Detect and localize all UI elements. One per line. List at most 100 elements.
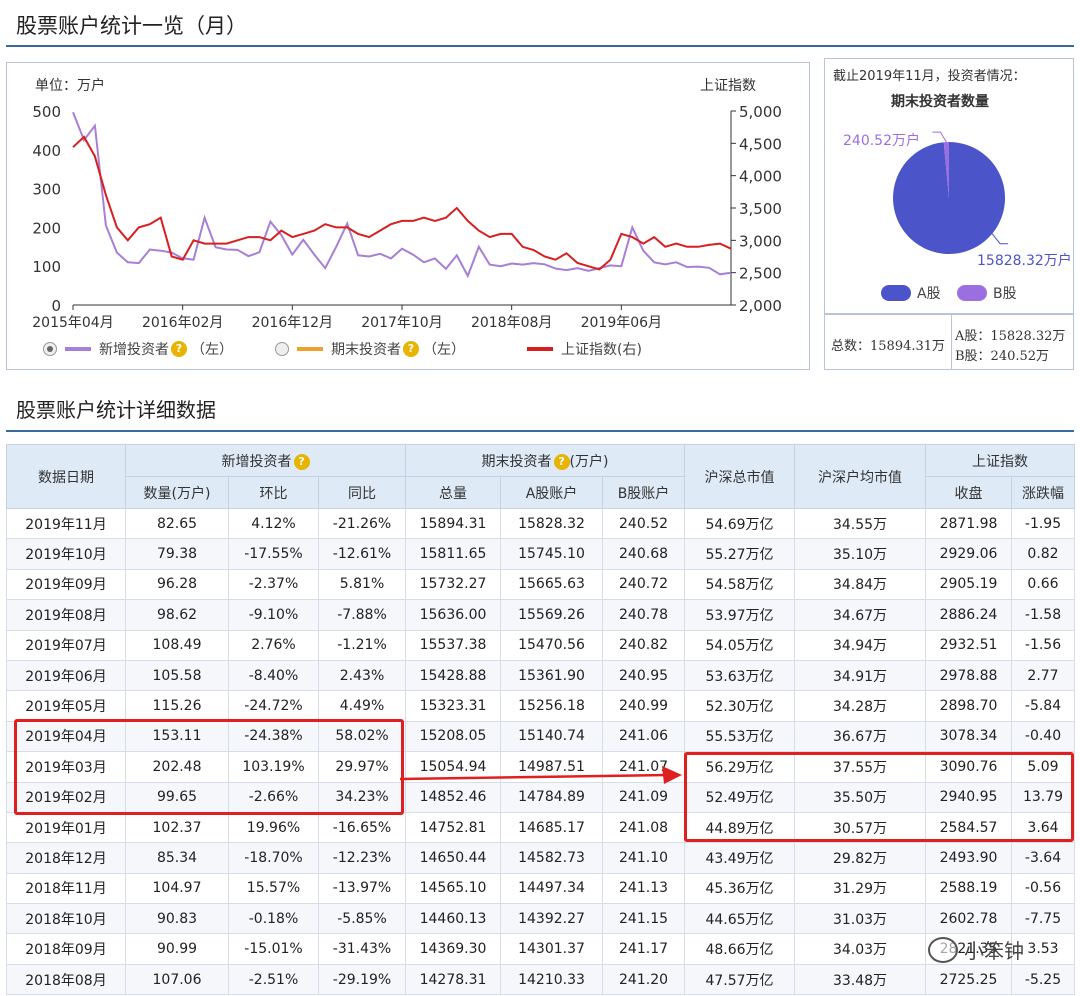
header-date[interactable]: 数据日期	[6, 444, 126, 509]
table-cell: 2018年11月	[6, 872, 126, 905]
table-cell: 29.97%	[317, 751, 407, 783]
table-cell: 35.50万	[794, 781, 927, 813]
legend-end-investors[interactable]: 期末投资者 ? （左）	[275, 339, 465, 359]
b-share-investors: B股：240.52万	[955, 349, 1050, 364]
table-cell: -9.10%	[228, 599, 319, 631]
legend-new-investors[interactable]: 新增投资者 ? （左）	[43, 339, 233, 359]
table-cell: 2978.88	[925, 659, 1013, 692]
table-cell: -0.18%	[228, 903, 319, 935]
table-row: 2019年04月 153.11 -24.38% 58.02% 15208.05 15140…	[6, 720, 1076, 753]
subheader-4[interactable]: A股账户	[500, 476, 604, 509]
table-cell: -13.97%	[317, 872, 407, 905]
legend-suffix: （左）	[423, 342, 465, 358]
table-cell: 2584.57	[925, 811, 1013, 844]
header-market-cap[interactable]: 沪深总市值	[684, 444, 796, 509]
table-cell: -24.72%	[228, 690, 319, 722]
table-row: 2019年10月 79.38 -17.55% -12.61% 15811.65 15745…	[6, 538, 1076, 570]
table-cell: 2019年01月	[6, 811, 126, 844]
pie-slice-b-share[interactable]	[943, 142, 949, 198]
header-end-investors[interactable]: 期末投资者? (万户)	[405, 444, 686, 477]
help-icon[interactable]: ?	[171, 341, 187, 357]
table-cell: 15.57%	[228, 872, 319, 905]
table-cell: 34.28万	[794, 690, 927, 722]
legend-label: B股	[993, 286, 1017, 302]
subheader-5[interactable]: B股账户	[602, 476, 686, 509]
table-cell: 52.30万亿	[684, 690, 796, 722]
help-icon[interactable]: ?	[403, 341, 419, 357]
table-cell: 15140.74	[500, 720, 604, 753]
header-new-investors[interactable]: 新增投资者?	[124, 444, 407, 477]
right-y-tick-label: 4,000	[739, 168, 782, 186]
legend-swatch	[957, 285, 987, 301]
table-cell: 98.62	[125, 599, 229, 631]
watermark: 小笨钟	[928, 935, 1024, 964]
table-cell: 34.55万	[794, 507, 927, 540]
table-cell: 44.89万亿	[684, 811, 796, 844]
table-cell: 2725.25	[925, 963, 1013, 996]
table-cell: 240.72	[602, 568, 686, 601]
table-row: 2018年09月 90.99 -15.01% -31.43% 14369.30 14301…	[6, 933, 1076, 965]
table-cell: -5.25	[1011, 963, 1076, 996]
table-row: 2019年08月 98.62 -9.10% -7.88% 15636.00 15569.2…	[6, 599, 1076, 631]
table-cell: 45.36万亿	[684, 872, 796, 905]
pie-caption: 截止2019年11月，投资者情况：	[833, 69, 1026, 84]
pie-summary-panel: 总数：15894.31万 A股：15828.32万 B股：240.52万	[824, 314, 1074, 370]
pie-legend-b[interactable]: B股	[957, 283, 1017, 303]
pie-legend-a[interactable]: A股	[881, 283, 941, 303]
subheader-3[interactable]: 总量	[405, 476, 502, 509]
right-axis-label: 上证指数	[700, 78, 756, 94]
table-cell: 15811.65	[405, 538, 502, 570]
table-cell: -12.23%	[317, 842, 407, 874]
table-cell: 36.67万	[794, 720, 927, 753]
subheader-0[interactable]: 数量(万户)	[125, 476, 229, 509]
table-cell: -8.40%	[228, 659, 319, 692]
table-cell: 202.48	[125, 751, 229, 783]
subheader-2[interactable]: 同比	[317, 476, 407, 509]
table-cell: 79.38	[125, 538, 229, 570]
table-cell: 14650.44	[405, 842, 502, 874]
summary-divider	[951, 315, 952, 369]
table-cell: -2.37%	[228, 568, 319, 601]
legend-radio-icon[interactable]	[43, 342, 57, 356]
legend-label: 上证指数(右)	[561, 342, 642, 358]
table-cell: 34.94万	[794, 629, 927, 661]
table-cell: -1.21%	[317, 629, 407, 661]
header-avg-cap[interactable]: 沪深户均市值	[794, 444, 927, 509]
table-cell: 3078.34	[925, 720, 1013, 753]
legend-sh-index[interactable]: 上证指数(右)	[527, 339, 642, 359]
table-cell: 34.23%	[317, 781, 407, 813]
help-icon[interactable]: ?	[553, 453, 570, 470]
legend-label: A股	[917, 286, 941, 302]
table-cell: -0.40	[1011, 720, 1076, 753]
table-cell: 2602.78	[925, 903, 1013, 935]
table-cell: 34.84万	[794, 568, 927, 601]
legend-radio-icon[interactable]	[275, 342, 289, 356]
table-row: 2019年03月 202.48 103.19% 29.97% 15054.94 14987…	[6, 751, 1076, 783]
table-cell: 35.10万	[794, 538, 927, 570]
pie-panel: 截止2019年11月，投资者情况： 期末投资者数量 15828.32万户 240.…	[824, 58, 1074, 314]
account-stats-table: 数据日期 新增投资者? 期末投资者? (万户) 沪深总市值 沪深户均市值 上证指数…	[6, 444, 1076, 996]
table-cell: 241.06	[602, 720, 686, 753]
table-cell: 14460.13	[405, 903, 502, 935]
header-sh-index[interactable]: 上证指数	[925, 444, 1076, 477]
table-cell: 31.03万	[794, 903, 927, 935]
subheader-6[interactable]: 收盘	[925, 476, 1013, 509]
table-cell: 2898.70	[925, 690, 1013, 722]
pie-slice-a-share[interactable]	[893, 142, 1006, 254]
table-cell: 56.29万亿	[684, 751, 796, 783]
subheader-1[interactable]: 环比	[228, 476, 319, 509]
table-cell: 48.66万亿	[684, 933, 796, 965]
table-cell: -0.56	[1011, 872, 1076, 905]
table-cell: 240.82	[602, 629, 686, 661]
table-cell: 15208.05	[405, 720, 502, 753]
table-cell: 99.65	[125, 781, 229, 813]
help-icon[interactable]: ?	[293, 453, 310, 470]
subheader-7[interactable]: 涨跌幅	[1011, 476, 1076, 509]
table-cell: 241.17	[602, 933, 686, 965]
table-cell: 240.68	[602, 538, 686, 570]
table-cell: 2019年11月	[6, 507, 126, 540]
overview-title: 股票账户统计一览（月）	[16, 14, 247, 38]
table-cell: 241.13	[602, 872, 686, 905]
table-cell: 240.52	[602, 507, 686, 540]
table-cell: 55.27万亿	[684, 538, 796, 570]
